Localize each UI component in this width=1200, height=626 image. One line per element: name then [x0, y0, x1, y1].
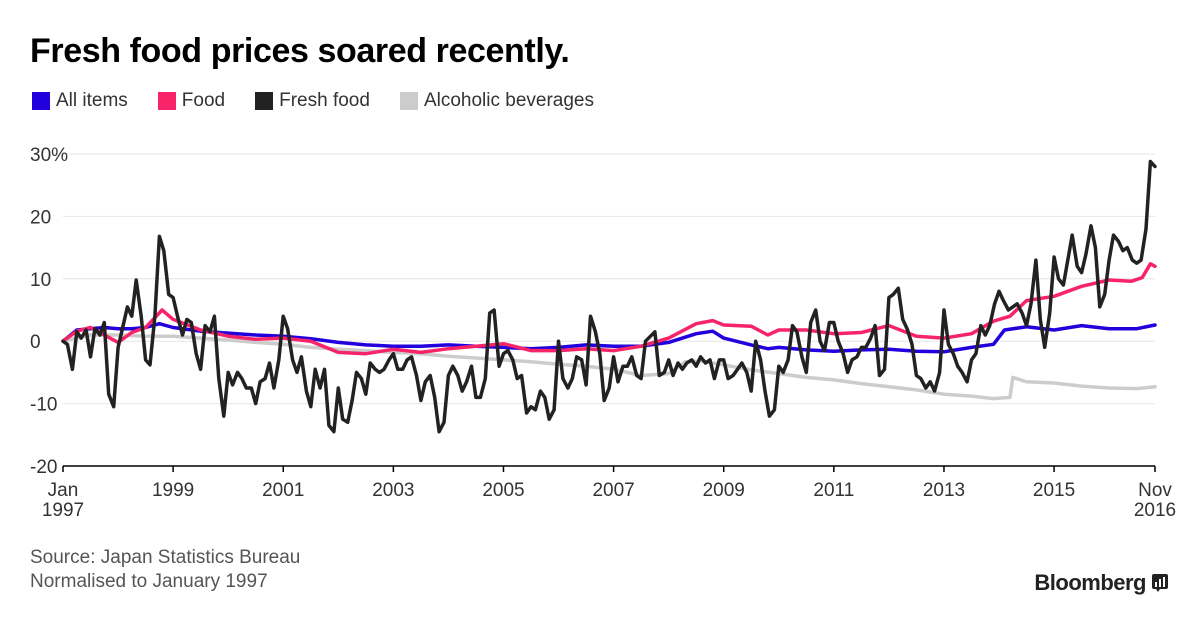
x-tick-label: 2009 — [703, 480, 745, 501]
x-tick-label-year: 2016 — [1134, 500, 1176, 521]
y-tick-label: 30% — [30, 145, 68, 166]
x-tick-label: 2013 — [923, 480, 965, 501]
legend-swatch-fresh-food — [255, 92, 274, 110]
legend-swatch-food — [157, 92, 176, 110]
legend-item-fresh-food: Fresh food — [255, 90, 370, 112]
y-tick-label: -10 — [30, 395, 57, 416]
y-tick-label: 10 — [30, 270, 51, 291]
legend-swatch-alcoholic-beverages — [399, 92, 418, 110]
normalisation-note: Normalised to January 1997 — [30, 571, 268, 592]
legend-item-all-items: All items — [32, 90, 128, 112]
x-tick-label: 2011 — [813, 480, 854, 501]
source-note: Source: Japan Statistics Bureau Normalis… — [30, 546, 300, 594]
bloomberg-chart-icon — [1152, 574, 1168, 592]
legend-label-alcoholic-beverages: Alcoholic beverages — [423, 90, 594, 111]
series-line-fresh-food — [61, 159, 1157, 434]
x-tick-label: 1999 — [152, 480, 194, 501]
y-tick-label: 20 — [30, 207, 51, 228]
series-line-alcoholic-beverages — [61, 333, 1157, 401]
x-tick-label: 2001 — [262, 480, 304, 501]
legend-label-all-items: All items — [56, 90, 128, 111]
x-tick-label: 2007 — [592, 480, 634, 501]
legend-item-alcoholic-beverages: Alcoholic beverages — [399, 90, 594, 112]
chart-legend: All items Food Fresh food Alcoholic beve… — [32, 90, 594, 112]
brand-logo: Bloomberg — [1034, 570, 1168, 596]
x-tick-label-year: 1997 — [42, 500, 84, 521]
legend-swatch-all-items — [32, 92, 50, 110]
x-tick-label: 2015 — [1033, 480, 1075, 501]
source-line: Source: Japan Statistics Bureau — [30, 547, 301, 568]
series-line-all-items — [61, 321, 1157, 354]
chart-title: Fresh food prices soared recently. — [30, 32, 570, 70]
x-tick-label: Jan — [48, 480, 79, 501]
legend-item-food: Food — [157, 90, 226, 112]
legend-label-food: Food — [181, 90, 226, 111]
x-tick-label: 2005 — [482, 480, 524, 501]
x-tick-label: 2003 — [372, 480, 414, 501]
legend-label-fresh-food: Fresh food — [279, 90, 370, 111]
brand-name: Bloomberg — [1034, 570, 1146, 595]
y-tick-label: 0 — [30, 332, 41, 353]
x-tick-label: Nov — [1138, 480, 1172, 501]
y-tick-label: -20 — [30, 457, 57, 478]
